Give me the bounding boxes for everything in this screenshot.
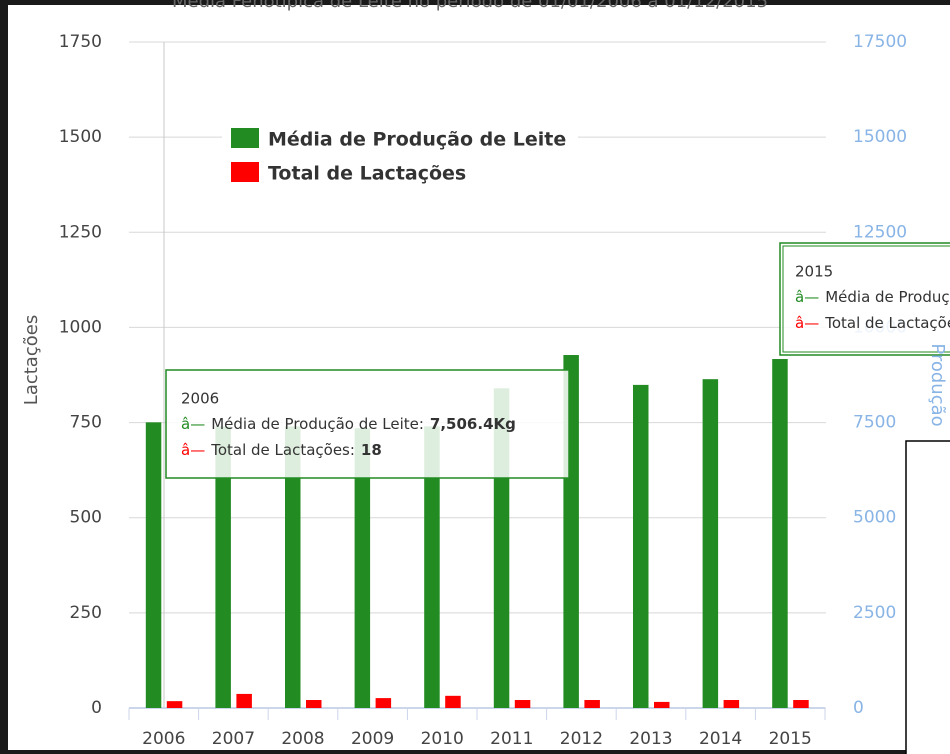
bar [285, 426, 301, 708]
tooltip-value: 7,506.4Kg [430, 415, 516, 433]
bar [772, 359, 788, 708]
bar [215, 426, 231, 708]
tooltip-marker: â— [181, 415, 205, 433]
x-tick-label: 2008 [281, 729, 324, 749]
chart-title: Média Fenotípica de Leite no período de … [172, 0, 768, 12]
y2-axis-title: Produção [927, 343, 948, 426]
tooltip-line: â— Total de Lactações: 18 [181, 441, 382, 459]
bar [354, 428, 371, 708]
y2-tick-label: 7500 [853, 413, 896, 433]
x-tick-label: 2013 [629, 729, 672, 749]
overlay-panel [905, 440, 950, 754]
tooltip-marker: â— [795, 314, 819, 332]
y2-tick-label: 15000 [853, 127, 907, 147]
tooltip-line: â— Média de Produção de Leite [795, 288, 950, 306]
x-tick-label: 2006 [142, 729, 185, 749]
bar [702, 379, 719, 708]
y-tick-label: 750 [70, 413, 102, 433]
bar [145, 422, 162, 708]
y2-tick-label: 5000 [853, 508, 896, 528]
tooltip-marker: â— [795, 288, 819, 306]
tooltip-box [779, 242, 950, 356]
legend-label: Total de Lactações [268, 163, 466, 185]
bar [445, 695, 461, 708]
tooltip-text: Total de Lactações [824, 314, 950, 332]
tooltip-line: â— Total de Lactações [795, 314, 950, 332]
y-tick-label: 1000 [59, 317, 102, 337]
y-tick-label: 1250 [59, 222, 102, 242]
bar [654, 701, 670, 708]
bar [236, 693, 252, 708]
bar [723, 700, 740, 708]
y2-tick-label: 2500 [853, 603, 896, 623]
tooltip-title: 2015 [795, 263, 833, 281]
tooltip-text: Média de Produção de Leite [825, 288, 950, 306]
y2-tick-label: 12500 [853, 222, 907, 242]
bar [306, 700, 322, 708]
bar [793, 700, 809, 708]
tooltip-text: Total de Lactações: [210, 441, 355, 459]
bar [424, 426, 440, 708]
bar [166, 701, 183, 708]
legend-label: Média de Produção de Leite [268, 129, 566, 151]
bar [633, 384, 649, 708]
tooltip-border [782, 245, 950, 353]
bar [514, 700, 531, 708]
y-tick-label: 250 [70, 603, 102, 623]
legend-background [222, 120, 578, 190]
x-tick-label: 2007 [212, 729, 255, 749]
y-tick-label: 1500 [59, 127, 102, 147]
x-tick-label: 2014 [699, 729, 742, 749]
legend-swatch [231, 162, 259, 182]
tooltip-value: 18 [361, 441, 382, 459]
tooltip-title: 2006 [181, 390, 219, 408]
x-tick-label: 2011 [490, 729, 533, 749]
y-tick-label: 0 [91, 698, 102, 718]
y-tick-label: 500 [70, 508, 102, 528]
x-tick-label: 2015 [769, 729, 812, 749]
bar [584, 700, 600, 708]
y-axis-title: Lactações [21, 315, 42, 405]
y2-tick-label: 0 [853, 698, 864, 718]
tooltip-line: â— Média de Produção de Leite: 7,506.4Kg [181, 415, 516, 433]
y-tick-label: 1750 [59, 32, 102, 52]
x-tick-label: 2010 [421, 729, 464, 749]
x-tick-label: 2009 [351, 729, 394, 749]
tooltip-marker: â— [181, 441, 205, 459]
tooltip-text: Média de Produção de Leite: [211, 415, 424, 433]
tooltip-box [165, 369, 570, 479]
legend-swatch [231, 128, 259, 148]
x-tick-label: 2012 [560, 729, 603, 749]
y2-tick-label: 17500 [853, 32, 907, 52]
bar [375, 698, 392, 708]
